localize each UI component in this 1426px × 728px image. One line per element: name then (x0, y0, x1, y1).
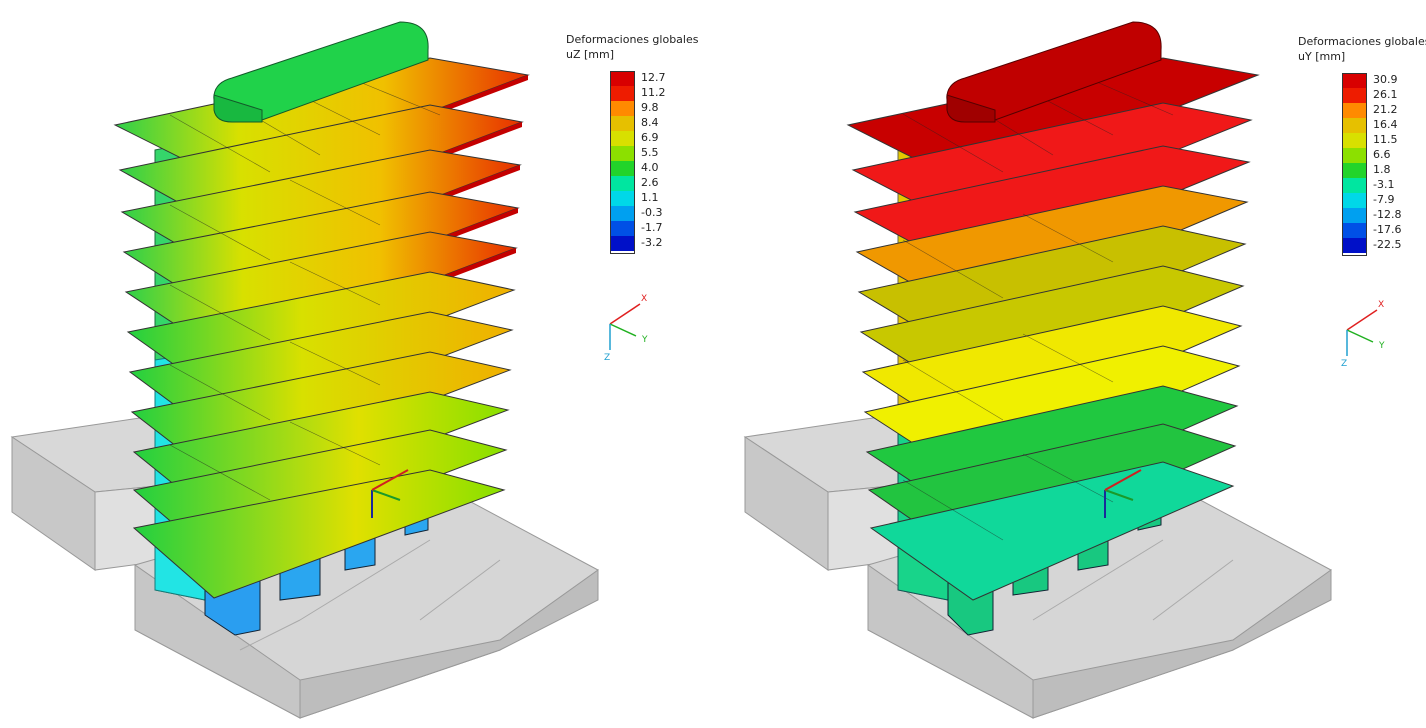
floor-slabs (846, 57, 1260, 601)
legend-tick-label: 30.9 (1373, 73, 1398, 86)
legend-swatch (610, 116, 635, 131)
legend-tick-label: 16.4 (1373, 118, 1398, 131)
y-axis-label: Y (641, 335, 648, 345)
legend-tick-label: -0.3 (641, 206, 663, 219)
legend-swatch (610, 161, 635, 176)
legend-swatch (1342, 133, 1367, 148)
legend-tick-label: -7.9 (1373, 193, 1395, 206)
legend-swatch (1342, 163, 1367, 178)
legend-tick-label: -3.1 (1373, 178, 1395, 191)
y-axis-label: Y (1378, 341, 1385, 351)
legend-swatch (610, 191, 635, 206)
x-axis-label: X (1378, 300, 1384, 310)
z-axis-label: Z (604, 353, 610, 362)
legend-swatch (610, 101, 635, 116)
legend-tick-label: 1.1 (641, 191, 659, 204)
x-axis-label: X (641, 294, 647, 304)
axes-triad-uz: X Y Z (604, 294, 648, 362)
legend-swatch (610, 71, 635, 86)
legend-swatch (610, 131, 635, 146)
legend-swatch (610, 206, 635, 221)
legend-tick-label: -3.2 (641, 236, 663, 249)
legend-tick-label: -17.6 (1373, 223, 1402, 236)
legend-swatch (1342, 118, 1367, 133)
legend-swatch (1342, 148, 1367, 163)
legend-tick-label: -12.8 (1373, 208, 1402, 221)
legend-uz: Deformaciones globales uZ [mm] 12.7 11.2 9… (566, 33, 699, 254)
roof-volume (213, 21, 429, 123)
base-axes-icon (1104, 469, 1142, 518)
legend-tick-label: -22.5 (1373, 238, 1402, 251)
legend-tick-label: 9.8 (641, 101, 659, 114)
axes-triad-uy: X Y Z (1341, 300, 1385, 368)
legend-uy: Deformaciones globales uY [mm] 30.9 26.1 2… (1298, 35, 1426, 256)
legend-unit: uZ [mm] (566, 48, 615, 61)
floor-slabs (113, 57, 530, 599)
legend-tick-label: 5.5 (641, 146, 659, 159)
legend-swatch (610, 236, 635, 251)
legend-swatch (1342, 238, 1367, 253)
y-axis-line (1346, 329, 1374, 343)
left-panel-uz: Deformaciones globales uZ [mm] 12.7 11.2 9… (10, 21, 699, 719)
building-model-uy (743, 21, 1332, 719)
legend-tick-label: 8.4 (641, 116, 659, 129)
legend-tick-label: 2.6 (641, 176, 659, 189)
legend-tick-label: 11.5 (1373, 133, 1398, 146)
legend-swatch (1342, 193, 1367, 208)
legend-tick-label: 4.0 (641, 161, 659, 174)
legend-tick-label: 12.7 (641, 71, 666, 84)
y-axis-line (609, 323, 637, 337)
legend-unit: uY [mm] (1298, 50, 1346, 63)
right-panel-uy: Deformaciones globales uY [mm] 30.9 26.1 2… (713, 0, 1426, 728)
legend-swatch (610, 146, 635, 161)
legend-tick-label: 26.1 (1373, 88, 1398, 101)
legend-tick-label: 6.9 (641, 131, 659, 144)
legend-swatch (610, 176, 635, 191)
legend-tick-label: 1.8 (1373, 163, 1391, 176)
legend-title: Deformaciones globales (1298, 35, 1426, 48)
legend-swatch (1342, 73, 1367, 88)
x-axis-line (609, 303, 641, 325)
legend-tick-label: -1.7 (641, 221, 663, 234)
legend-tick-label: 21.2 (1373, 103, 1398, 116)
roof-volume (946, 21, 1162, 123)
legend-swatch (1342, 88, 1367, 103)
legend-title: Deformaciones globales (566, 33, 699, 46)
building-model-uz (10, 21, 599, 719)
legend-tick-label: 6.6 (1373, 148, 1391, 161)
legend-swatch (1342, 208, 1367, 223)
base-axes-icon (371, 469, 409, 518)
legend-swatch (1342, 103, 1367, 118)
legend-tick-label: 11.2 (641, 86, 666, 99)
x-axis-line (1346, 309, 1378, 331)
legend-swatch (610, 221, 635, 236)
z-axis-label: Z (1341, 359, 1347, 368)
legend-swatch (610, 86, 635, 101)
legend-swatch (1342, 178, 1367, 193)
legend-swatch (1342, 223, 1367, 238)
